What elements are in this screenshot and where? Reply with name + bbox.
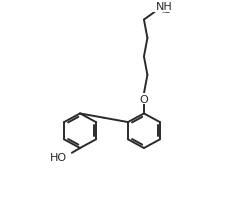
Text: NH: NH xyxy=(156,2,172,12)
Text: O: O xyxy=(140,94,148,104)
Text: HO: HO xyxy=(50,152,67,162)
